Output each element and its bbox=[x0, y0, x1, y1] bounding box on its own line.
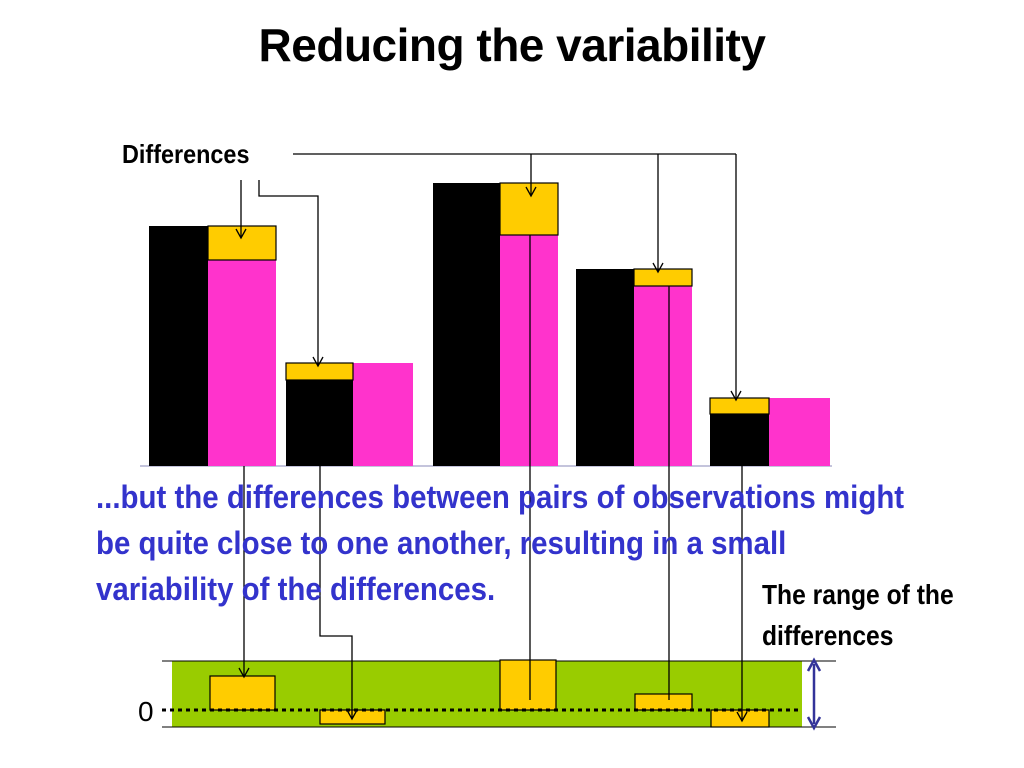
differences-label: Differences bbox=[122, 139, 250, 169]
zero-label: 0 bbox=[138, 696, 154, 727]
bar-a-3 bbox=[433, 183, 500, 466]
range-arrow bbox=[806, 657, 822, 731]
pointer-1-head bbox=[235, 228, 247, 240]
strip-difference-1 bbox=[209, 675, 276, 711]
body-text: ...but the differences between pairs of … bbox=[96, 479, 905, 607]
bar-b-5 bbox=[769, 398, 830, 466]
drop-line-1-head bbox=[238, 667, 250, 679]
bar-b-4 bbox=[634, 286, 692, 466]
range-band bbox=[172, 661, 802, 727]
drop-line-5-head bbox=[736, 711, 748, 723]
bar-a-4 bbox=[576, 269, 634, 466]
range-of-differences-label: The range of the differences bbox=[762, 579, 954, 651]
difference-box-1 bbox=[207, 225, 277, 261]
slide-title: Reducing the variability bbox=[258, 19, 766, 71]
bar-a-1 bbox=[149, 226, 208, 466]
bar-b-1 bbox=[208, 260, 276, 466]
pointer-2-head bbox=[312, 356, 324, 368]
pointer-5-head bbox=[730, 390, 742, 402]
bar-a-2 bbox=[286, 380, 353, 466]
drop-line-2 bbox=[319, 466, 353, 718]
difference-strip bbox=[162, 657, 836, 731]
difference-box-5 bbox=[709, 397, 770, 415]
difference-box-2 bbox=[285, 362, 354, 381]
difference-box-3 bbox=[499, 182, 559, 236]
strip-difference-3 bbox=[499, 659, 557, 711]
pointer-4-head bbox=[652, 262, 664, 274]
difference-pointers bbox=[235, 153, 742, 402]
difference-box-4 bbox=[633, 268, 693, 287]
drop-lines bbox=[238, 235, 748, 723]
pointer-2 bbox=[258, 180, 319, 365]
bar-a-5 bbox=[710, 414, 769, 466]
strip-difference-4 bbox=[634, 693, 693, 711]
bar-b-2 bbox=[353, 363, 413, 466]
upper-bar-chart bbox=[140, 182, 832, 467]
bar-b-3 bbox=[500, 235, 558, 466]
pointer-3-head bbox=[525, 186, 537, 198]
drop-line-2-head bbox=[346, 709, 358, 721]
